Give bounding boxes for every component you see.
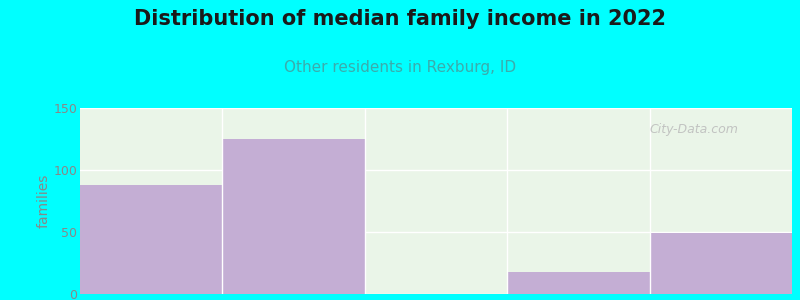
Bar [650, 233, 792, 294]
Bar [507, 272, 650, 294]
Text: City-Data.com: City-Data.com [650, 123, 738, 136]
Text: Distribution of median family income in 2022: Distribution of median family income in … [134, 9, 666, 29]
Bar [80, 185, 222, 294]
Text: Other residents in Rexburg, ID: Other residents in Rexburg, ID [284, 60, 516, 75]
Y-axis label: families: families [37, 174, 50, 228]
Bar [222, 139, 365, 294]
